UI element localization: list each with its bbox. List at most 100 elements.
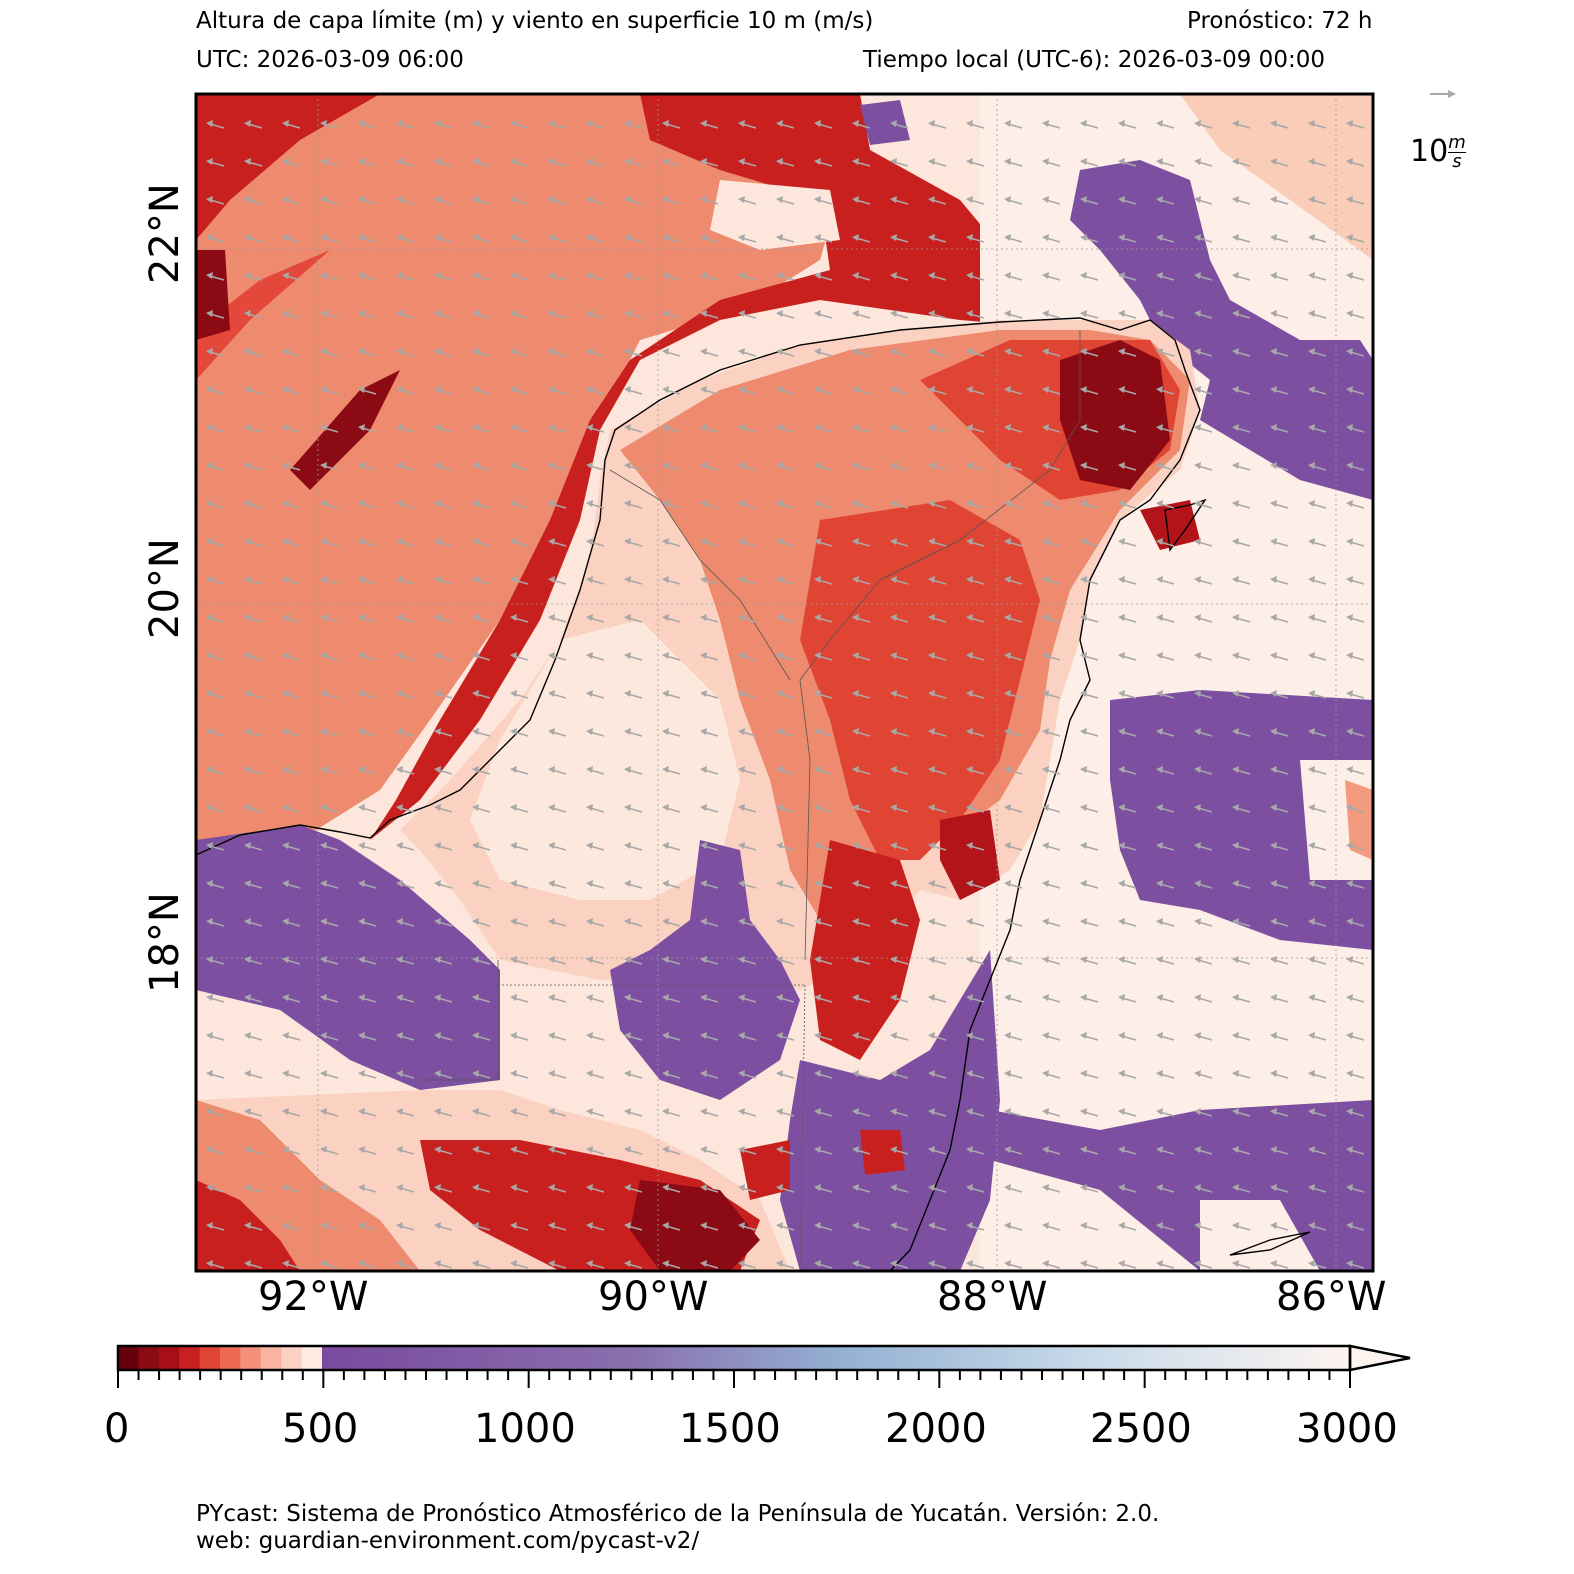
wind-arrow bbox=[662, 1108, 681, 1117]
wind-arrow bbox=[1270, 994, 1289, 1003]
wind-arrow bbox=[890, 462, 909, 471]
wind-arrow bbox=[548, 1146, 567, 1155]
wind-arrow bbox=[1232, 1070, 1251, 1079]
wind-arrow bbox=[206, 158, 225, 167]
wind-arrow bbox=[1308, 424, 1327, 433]
wind-arrow bbox=[396, 1108, 415, 1117]
wind-arrow bbox=[434, 386, 453, 395]
wind-arrow bbox=[510, 272, 529, 281]
wind-arrow bbox=[244, 994, 263, 1003]
wind-arrow bbox=[966, 158, 985, 167]
wind-arrow bbox=[966, 1222, 985, 1231]
wind-arrow bbox=[548, 272, 567, 281]
colorbar-step bbox=[260, 1346, 282, 1370]
wind-arrow bbox=[966, 348, 985, 357]
wind-arrow bbox=[1080, 500, 1099, 509]
wind-arrow bbox=[586, 614, 605, 623]
wind-arrow bbox=[700, 1260, 719, 1269]
wind-arrow bbox=[1118, 538, 1137, 547]
wind-arrow bbox=[814, 158, 833, 167]
wind-arrow bbox=[814, 614, 833, 623]
wind-arrow bbox=[966, 690, 985, 699]
wind-arrow bbox=[1232, 196, 1251, 205]
wind-arrow bbox=[1004, 880, 1023, 889]
wind-arrow bbox=[1308, 804, 1327, 813]
wind-arrow bbox=[1232, 690, 1251, 699]
wind-arrow bbox=[510, 728, 529, 737]
wind-arrow bbox=[472, 310, 491, 319]
wind-arrow bbox=[1156, 652, 1175, 661]
wind-arrow bbox=[244, 614, 263, 623]
wind-arrow bbox=[852, 196, 871, 205]
wind-arrow bbox=[1346, 1222, 1365, 1231]
wind-arrow bbox=[510, 348, 529, 357]
wind-arrow bbox=[1232, 804, 1251, 813]
wind-arrow bbox=[928, 766, 947, 775]
wind-arrow bbox=[1004, 1260, 1023, 1269]
colorbar-tick-3000: 3000 bbox=[1296, 1406, 1398, 1452]
wind-arrow bbox=[396, 1070, 415, 1079]
wind-arrow bbox=[852, 424, 871, 433]
wind-arrow bbox=[852, 386, 871, 395]
wind-arrow bbox=[738, 1032, 757, 1041]
wind-arrow bbox=[738, 120, 757, 129]
wind-arrow bbox=[510, 576, 529, 585]
wind-arrow bbox=[320, 1222, 339, 1231]
wind-arrow bbox=[852, 462, 871, 471]
wind-arrow bbox=[1118, 1260, 1137, 1269]
wind-arrow bbox=[1080, 386, 1099, 395]
unit-numerator: m bbox=[1448, 132, 1466, 153]
wind-arrow bbox=[510, 538, 529, 547]
wind-arrow bbox=[1194, 272, 1213, 281]
wind-arrow bbox=[738, 880, 757, 889]
wind-arrow bbox=[472, 690, 491, 699]
wind-arrow bbox=[358, 690, 377, 699]
wind-arrow bbox=[1232, 842, 1251, 851]
wind-arrow bbox=[358, 462, 377, 471]
wind-arrow bbox=[244, 576, 263, 585]
wind-arrow bbox=[890, 804, 909, 813]
wind-arrow bbox=[890, 158, 909, 167]
wind-arrow bbox=[814, 196, 833, 205]
wind-arrow bbox=[358, 728, 377, 737]
wind-arrow bbox=[510, 424, 529, 433]
wind-arrow bbox=[814, 1108, 833, 1117]
wind-arrow bbox=[206, 956, 225, 965]
wind-arrow bbox=[890, 386, 909, 395]
wind-arrow bbox=[358, 576, 377, 585]
footer-web: web: guardian-environment.com/pycast-v2/ bbox=[196, 1528, 700, 1554]
wind-arrow bbox=[814, 538, 833, 547]
wind-arrow bbox=[662, 614, 681, 623]
wind-arrow bbox=[890, 1260, 909, 1269]
wind-arrow bbox=[1346, 956, 1365, 965]
wind-arrow bbox=[206, 196, 225, 205]
wind-arrow bbox=[358, 500, 377, 509]
wind-arrow bbox=[1270, 500, 1289, 509]
wind-arrow bbox=[586, 918, 605, 927]
wind-arrow bbox=[396, 956, 415, 965]
wind-arrow bbox=[586, 348, 605, 357]
lon-label-92w: 92°W bbox=[258, 1274, 369, 1320]
wind-arrow bbox=[472, 120, 491, 129]
wind-arrow bbox=[662, 424, 681, 433]
wind-arrow bbox=[472, 994, 491, 1003]
wind-arrow bbox=[586, 1108, 605, 1117]
wind-arrow bbox=[1270, 1108, 1289, 1117]
wind-arrow bbox=[890, 1108, 909, 1117]
wind-arrow bbox=[548, 880, 567, 889]
wind-arrow bbox=[776, 424, 795, 433]
colorbar-step bbox=[301, 1346, 323, 1370]
wind-arrow bbox=[396, 538, 415, 547]
wind-arrow bbox=[1004, 386, 1023, 395]
wind-arrow bbox=[1308, 158, 1327, 167]
wind-arrow bbox=[1042, 310, 1061, 319]
wind-arrow bbox=[1232, 1184, 1251, 1193]
wind-arrow bbox=[282, 956, 301, 965]
wind-arrow bbox=[510, 614, 529, 623]
wind-arrow bbox=[928, 918, 947, 927]
wind-arrow bbox=[776, 576, 795, 585]
wind-arrow bbox=[852, 1032, 871, 1041]
wind-arrow bbox=[1308, 690, 1327, 699]
wind-arrow bbox=[738, 1260, 757, 1269]
wind-arrow bbox=[738, 500, 757, 509]
